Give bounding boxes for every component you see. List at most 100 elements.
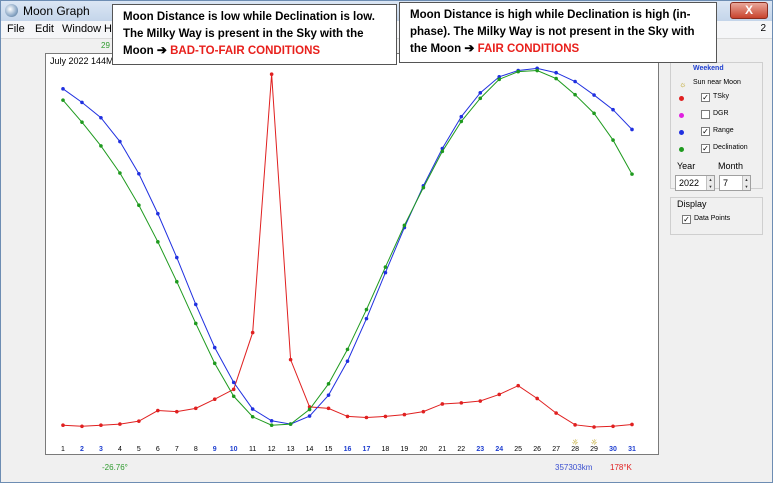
menu-window[interactable]: Window — [62, 23, 102, 35]
chart-header: July 2022 144MH — [50, 56, 121, 66]
data-point-range — [175, 255, 179, 260]
annotation-left-condition: BAD-TO-FAIR CONDITIONS — [170, 45, 321, 57]
legend-tsky: ✓ TSky — [679, 93, 767, 105]
data-point-tsky — [459, 401, 464, 405]
data-point-declination — [516, 69, 520, 74]
tsky-checkbox[interactable]: ✓ — [701, 93, 710, 102]
sun-icon: ☼ — [679, 80, 687, 89]
weekend-label: Weekend — [693, 65, 724, 72]
menu-file[interactable]: File — [7, 23, 25, 35]
x-tick-label: 24 — [495, 446, 504, 453]
year-value: 2022 — [679, 178, 700, 188]
data-point-tsky — [554, 411, 558, 415]
year-spinner[interactable]: 2022 ▲ ▼ — [675, 175, 715, 191]
x-tick-label: 2 — [80, 446, 84, 453]
data-point-tsky — [212, 397, 217, 402]
x-tick-label: 16 — [343, 446, 352, 453]
year-spin-arrows-icon[interactable]: ▲ ▼ — [706, 176, 714, 190]
arrow-right-icon: ➔ — [464, 41, 475, 55]
data-point-range — [364, 316, 369, 321]
legend-dgr: DGR — [679, 110, 767, 122]
data-point-declination — [630, 172, 634, 176]
x-tick-label: 11 — [249, 446, 257, 453]
data-point-declination — [250, 414, 255, 419]
data-point-tsky — [156, 408, 160, 413]
data-point-declination — [440, 149, 445, 154]
x-tick-label: 4 — [117, 446, 122, 453]
data-point-tsky — [326, 406, 331, 411]
year-label: Year — [677, 161, 696, 171]
app-icon — [5, 4, 18, 17]
month-spin-arrows-icon[interactable]: ▲ ▼ — [742, 176, 750, 190]
legend-range: ✓ Range — [679, 127, 767, 139]
series-line-tsky — [62, 74, 633, 428]
x-tick-label: 20 — [419, 446, 428, 453]
data-point-declination — [345, 347, 350, 352]
data-point-tsky — [478, 399, 483, 403]
tsky-dot-icon — [679, 96, 684, 101]
declination-min-label: -26.76° — [102, 463, 128, 472]
data-points-checkbox[interactable]: ✓ — [682, 215, 691, 224]
data-point-declination — [212, 361, 217, 366]
data-point-tsky — [516, 383, 520, 388]
data-point-range — [118, 139, 122, 144]
range-checkbox[interactable]: ✓ — [701, 127, 710, 136]
menu-edit[interactable]: Edit — [35, 23, 54, 35]
data-point-declination — [326, 382, 331, 386]
x-tick-label: 25 — [514, 446, 523, 453]
data-point-tsky — [630, 422, 634, 427]
data-point-tsky — [175, 409, 179, 414]
data-point-tsky — [421, 409, 426, 414]
data-point-range — [345, 359, 350, 363]
x-tick-label: 21 — [438, 446, 447, 453]
data-point-declination — [193, 321, 198, 326]
window-title: Moon Graph — [23, 4, 90, 18]
data-point-declination — [402, 223, 407, 228]
series-line-range — [62, 67, 633, 425]
x-tick-label: 29 — [590, 446, 598, 453]
data-point-declination — [137, 203, 141, 208]
month-value: 7 — [723, 178, 729, 188]
data-point-range — [630, 127, 634, 132]
data-point-range — [80, 100, 84, 105]
data-point-tsky — [250, 330, 255, 335]
data-point-range — [193, 302, 198, 307]
declination-checkbox[interactable]: ✓ — [701, 144, 710, 153]
x-tick-label: 7 — [174, 446, 179, 453]
data-point-tsky — [80, 424, 84, 429]
display-group — [670, 197, 763, 235]
x-tick-label: 5 — [136, 446, 141, 453]
data-point-tsky — [440, 402, 445, 406]
x-tick-label: 22 — [457, 446, 466, 453]
data-point-tsky — [611, 424, 615, 429]
dgr-checkbox[interactable] — [701, 110, 710, 119]
data-point-range — [554, 70, 558, 75]
data-point-declination — [421, 185, 426, 190]
data-point-tsky — [497, 392, 502, 397]
x-tick-label: 6 — [155, 446, 160, 453]
data-point-tsky — [364, 415, 369, 420]
tsky-max-label: 178°K — [610, 463, 632, 472]
data-point-tsky — [345, 414, 350, 419]
data-point-declination — [611, 138, 615, 142]
data-point-declination — [307, 407, 312, 412]
close-button[interactable]: X — [730, 2, 768, 19]
data-point-tsky — [402, 412, 407, 417]
arrow-right-icon: ➔ — [156, 43, 167, 57]
legend-label-dgr: DGR — [713, 110, 729, 117]
legend-panel: Weekend ☼ Sun near Moon ✓ TSky DGR ✓ Ran… — [670, 62, 763, 189]
data-point-tsky — [118, 422, 122, 426]
chart-area: July 2022 144MH — [45, 53, 659, 455]
annotation-left: Moon Distance is low while Declination i… — [112, 4, 397, 65]
data-point-range — [478, 91, 483, 95]
data-point-tsky — [231, 387, 236, 392]
data-point-tsky — [288, 357, 293, 362]
data-point-tsky — [573, 423, 577, 427]
month-spinner[interactable]: 7 ▲ ▼ — [719, 175, 751, 191]
annotation-left-text: Moon Distance is low while Declination i… — [123, 11, 375, 57]
x-tick-label: 18 — [381, 446, 390, 453]
data-point-declination — [383, 265, 388, 269]
data-point-declination — [554, 76, 558, 81]
data-point-declination — [118, 171, 122, 175]
range-dot-icon — [679, 130, 684, 135]
